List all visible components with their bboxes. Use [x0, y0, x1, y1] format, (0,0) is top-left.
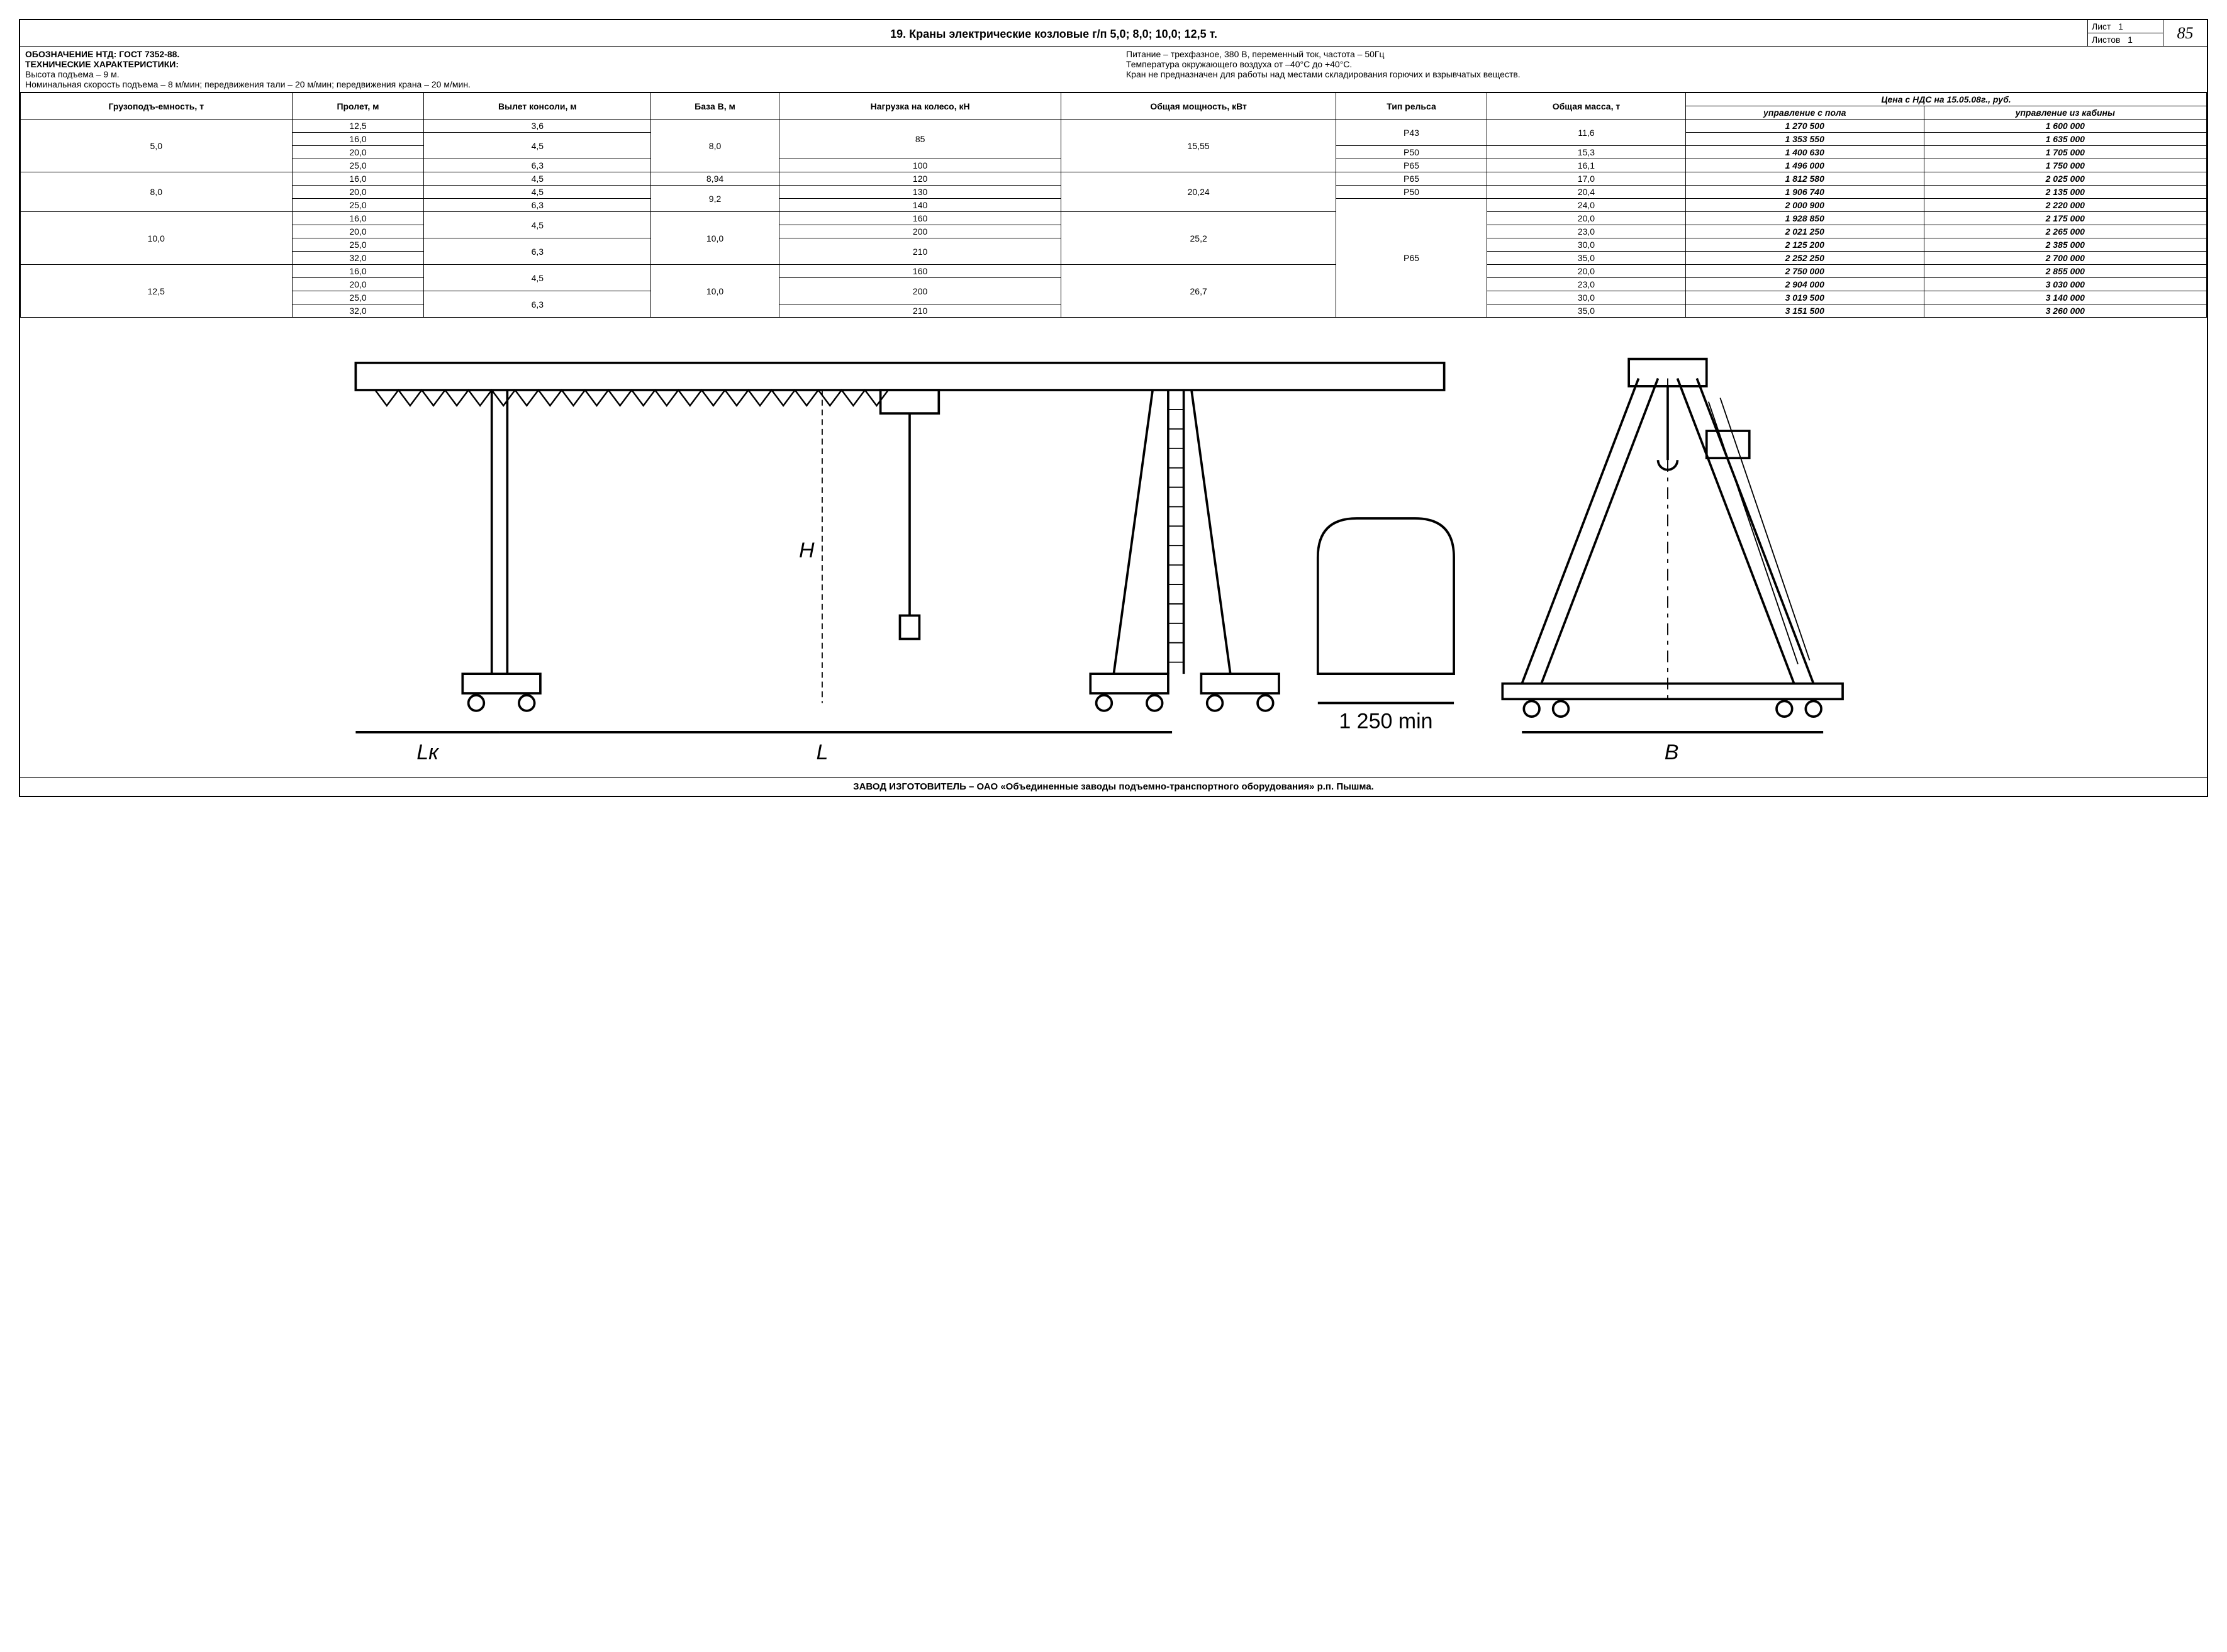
ntd-label: ОБОЗНАЧЕНИЕ НТД: [25, 49, 116, 59]
sheets-label: Листов [2092, 35, 2121, 45]
dim-l: L [816, 740, 828, 764]
table-body: 5,012,53,68,08515,55Р4311,61 270 5001 60… [21, 120, 2207, 318]
sheets-total: 1 [2128, 35, 2133, 45]
spec-note: Кран не предназначен для работы над мест… [1126, 69, 2202, 79]
dim-h: H [799, 539, 815, 562]
table-row: 12,516,04,510,016026,720,02 750 0002 855… [21, 265, 2207, 278]
table-row: 10,016,04,510,016025,220,01 928 8502 175… [21, 212, 2207, 225]
spec-power: Питание – трехфазное, 380 В, переменный … [1126, 49, 2202, 59]
col-span: Пролет, м [292, 93, 424, 120]
dim-min: 1 250 min [1339, 710, 1432, 734]
col-price-cabin: управление из кабины [1924, 106, 2206, 120]
col-rail: Тип рельса [1336, 93, 1487, 120]
manufacturer-footer: ЗАВОД ИЗГОТОВИТЕЛЬ – ОАО «Объединенные з… [20, 777, 2207, 797]
col-price-header: Цена с НДС на 15.05.08г., руб. [1685, 93, 2206, 106]
col-capacity: Грузоподъ-емность, т [21, 93, 293, 120]
ntd-value: ГОСТ 7352-88. [119, 49, 179, 59]
crane-svg: Lк L 1 250 min В H [239, 324, 1989, 771]
spec-block: ОБОЗНАЧЕНИЕ НТД: ГОСТ 7352-88. ТЕХНИЧЕСК… [20, 47, 2207, 92]
table-row: 5,012,53,68,08515,55Р4311,61 270 5001 60… [21, 120, 2207, 133]
page-number-handwritten: 85 [2163, 20, 2207, 46]
col-load: Нагрузка на колесо, кН [779, 93, 1061, 120]
sheet-info: Лист 1 Листов 1 [2087, 20, 2163, 46]
page-frame: 19. Краны электрические козловые г/п 5,0… [19, 19, 2208, 797]
table-row: 8,016,04,58,9412020,24Р6517,01 812 5802 … [21, 172, 2207, 186]
col-mass: Общая масса, т [1487, 93, 1686, 120]
col-price-floor: управление с пола [1685, 106, 1924, 120]
crane-drawing: Lк L 1 250 min В H [20, 318, 2207, 777]
col-base: База В, м [651, 93, 779, 120]
header-row: 19. Краны электрические козловые г/п 5,0… [20, 19, 2207, 47]
spec-temp: Температура окружающего воздуха от –40°С… [1126, 59, 2202, 69]
spec-speed: Номинальная скорость подъема – 8 м/мин; … [25, 79, 1101, 89]
table-head: Грузоподъ-емность, т Пролет, м Вылет кон… [21, 93, 2207, 120]
spec-height: Высота подъема – 9 м. [25, 69, 1101, 79]
col-console: Вылет консоли, м [424, 93, 651, 120]
tech-label: ТЕХНИЧЕСКИЕ ХАРАКТЕРИСТИКИ: [25, 59, 179, 69]
sheet-no: 1 [2118, 21, 2123, 31]
page-title: 19. Краны электрические козловые г/п 5,0… [20, 20, 2087, 46]
sheet-label: Лист [2092, 21, 2111, 31]
dim-b: В [1664, 740, 1678, 764]
dim-lk: Lк [416, 740, 440, 764]
col-power: Общая мощность, кВт [1061, 93, 1336, 120]
spec-table: Грузоподъ-емность, т Пролет, м Вылет кон… [20, 92, 2207, 318]
